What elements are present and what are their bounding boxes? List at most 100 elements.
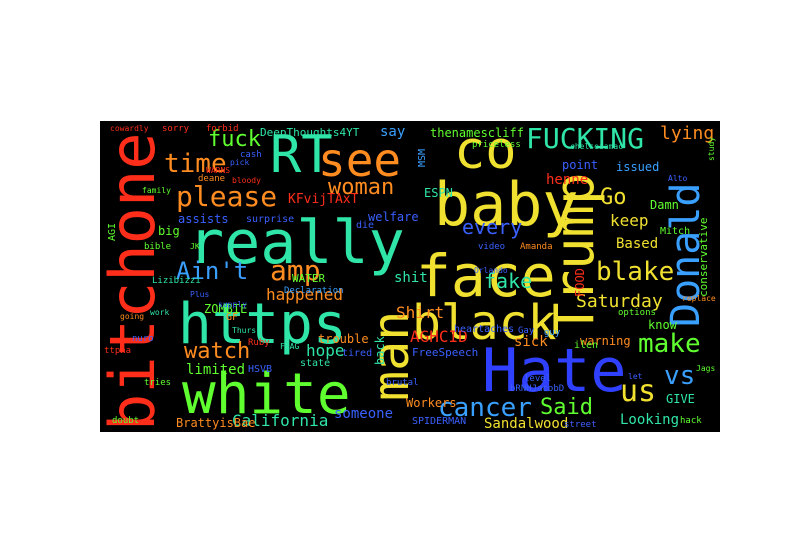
word-sandalwood: Sandalwood xyxy=(484,416,569,432)
word-mitch: Mitch xyxy=(660,226,691,237)
word-shirt: Shirt xyxy=(396,303,445,322)
word-co: co xyxy=(454,121,517,181)
word-alto: Alto xyxy=(668,174,688,183)
word-msm: MSM xyxy=(417,148,428,167)
word-every: every xyxy=(462,215,523,239)
word-aghcid: AGHCID xyxy=(410,327,468,346)
word-cloud: really https white bitchone face baby Hate Trum… xyxy=(100,121,720,432)
word-said: Said xyxy=(540,395,593,420)
word-surprise: surprise xyxy=(246,214,295,225)
word-know: know xyxy=(648,318,677,332)
word-warns: WARNS xyxy=(206,166,231,175)
word-say: say xyxy=(380,124,406,140)
word-please: please xyxy=(176,180,278,213)
word-jags: Jags xyxy=(696,364,716,373)
word-study: study xyxy=(707,136,716,161)
word-california: California xyxy=(232,411,329,430)
word-going: going xyxy=(120,312,145,321)
word-amp: amp xyxy=(270,254,321,287)
word-black: black xyxy=(412,295,557,351)
word-doubt: doubt xyxy=(112,416,140,426)
word-options: options xyxy=(618,308,656,318)
word-really: really xyxy=(188,208,405,278)
word-hsvb: HSVB xyxy=(248,364,273,375)
word-rt: RT xyxy=(270,125,333,185)
word-back: back xyxy=(373,336,387,365)
word-work: work xyxy=(150,308,170,317)
word-plus: Plus xyxy=(190,290,210,299)
word-hack: hack xyxy=(680,416,702,426)
word-ain-t: Ain't xyxy=(176,257,249,285)
word-blake: blake xyxy=(596,257,675,287)
word-pick: pick xyxy=(230,158,250,167)
word-tries: tries xyxy=(144,378,172,388)
word-chelseaamac: chelseaamac xyxy=(570,142,623,151)
word-warning: warning xyxy=(580,334,631,348)
word-deane: deane xyxy=(198,174,226,184)
word-ilen: ilen xyxy=(574,340,599,351)
word-supply: supply xyxy=(218,300,247,309)
word-time: time xyxy=(164,149,227,179)
word-looking: Looking xyxy=(620,412,680,428)
word-welfare: welfare xyxy=(368,210,419,224)
word-vs: vs xyxy=(664,361,696,391)
word-brattyisbae: BrattyisBae xyxy=(176,416,256,430)
word-amanda: Amanda xyxy=(520,242,553,252)
word-hope: hope xyxy=(306,341,345,360)
word-baby: baby xyxy=(434,170,579,240)
word-workers: Workers xyxy=(406,396,457,410)
word-lying: lying xyxy=(660,123,715,144)
word-water: WATER xyxy=(292,272,326,285)
word-declaration: Declaration xyxy=(284,286,344,296)
word-orlando: Orlando xyxy=(474,266,508,275)
word-state: state xyxy=(300,358,331,369)
word-guy: guy xyxy=(544,328,561,338)
word-white: white xyxy=(182,362,351,427)
word-damn: Damn xyxy=(650,198,679,212)
word-watch: watch xyxy=(184,339,251,364)
word-die: die xyxy=(356,220,375,231)
word-cash: cash xyxy=(240,150,262,160)
word-let: let xyxy=(628,372,643,381)
word-sick: sick xyxy=(514,334,548,350)
word-ttpha: ttpha xyxy=(104,346,132,356)
word-hate: Hate xyxy=(482,336,627,406)
word-family: family xyxy=(142,186,171,195)
word-thenamescliff: thenamescliff xyxy=(430,126,524,140)
word-shit: shit xyxy=(394,270,428,286)
word-gay: Gay xyxy=(518,326,535,336)
word-lizibizzi: Lizibizzi xyxy=(152,276,201,286)
word-bible: bible xyxy=(144,242,172,252)
word-saturday: Saturday xyxy=(576,291,663,312)
word-thurs: Thurs xyxy=(232,326,257,335)
word-tired: tired xyxy=(342,348,373,359)
word-agi: AGI xyxy=(107,222,118,241)
word-zombie: ZOMBIE xyxy=(204,302,248,316)
word-heartaches: heartaches xyxy=(454,324,515,335)
word-cowardly: cowardly xyxy=(110,124,149,133)
word-level: level xyxy=(524,374,552,384)
word-point: point xyxy=(562,158,599,172)
word-happened: happened xyxy=(266,285,344,304)
word-woman: woman xyxy=(328,175,395,200)
word-trouble: trouble xyxy=(318,332,369,346)
word-fake: fake xyxy=(484,269,533,293)
word-give: GIVE xyxy=(666,392,695,406)
word-freespeech: FreeSpeech xyxy=(412,346,479,359)
word-sorry: sorry xyxy=(162,124,190,134)
word-forbid: forbid xyxy=(206,124,239,134)
word-go: Go xyxy=(600,185,627,210)
word-replace: replace xyxy=(682,294,716,303)
word-assists: assists xyxy=(178,212,229,226)
word-face: face xyxy=(416,242,556,310)
word-flag: FLAG xyxy=(280,342,300,351)
word-keep: keep xyxy=(610,211,649,230)
word-fuck: fuck xyxy=(208,127,261,152)
word-kfvijtaxt: KFvijTAxT xyxy=(288,192,359,207)
word-us: us xyxy=(620,374,657,409)
word-gf: GF xyxy=(226,312,239,323)
word-fucking: FUCKING xyxy=(526,122,645,155)
word-food: FOOD xyxy=(573,268,587,297)
word-espn: ESPN xyxy=(424,186,453,200)
word-ruby: Ruby xyxy=(248,338,270,348)
